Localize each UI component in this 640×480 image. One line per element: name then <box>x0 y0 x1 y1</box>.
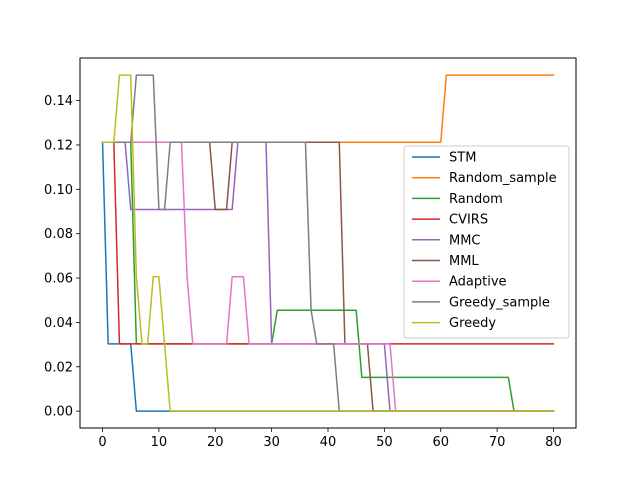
x-tick-label: 10 <box>151 435 168 450</box>
x-tick-label: 20 <box>207 435 224 450</box>
legend-label: Greedy <box>449 316 496 331</box>
y-tick-label: 0.00 <box>44 405 73 420</box>
legend-label: Greedy_sample <box>449 295 550 310</box>
y-tick-label: 0.04 <box>44 316 73 331</box>
legend: STM Random_sample Random CVIRS MMC MML Adaptiv… <box>403 145 570 339</box>
series-line-random <box>101 141 555 412</box>
x-tick-label: 40 <box>320 435 337 450</box>
y-tick-label: 0.02 <box>44 360 73 375</box>
x-tick-label: 0 <box>98 435 106 450</box>
x-tick-label: 60 <box>432 435 449 450</box>
y-axis: 0.00 0.02 0.04 0.06 0.08 0.10 0.12 0.14 <box>44 94 80 420</box>
series-layer <box>101 74 555 412</box>
legend-label: Random <box>449 192 503 207</box>
legend-label: CVIRS <box>449 213 488 228</box>
y-tick-label: 0.06 <box>44 272 73 287</box>
series-line-adaptive <box>101 141 555 412</box>
x-tick-label: 30 <box>263 435 280 450</box>
x-axis: 0 10 20 30 40 50 60 70 80 <box>98 428 562 450</box>
y-tick-label: 0.08 <box>44 227 73 242</box>
y-tick-label: 0.14 <box>44 94 73 109</box>
series-line-greedy <box>101 74 555 412</box>
x-tick-label: 70 <box>489 435 506 450</box>
legend-box <box>403 145 570 339</box>
legend-label: MML <box>449 254 479 269</box>
x-tick-label: 80 <box>545 435 562 450</box>
x-tick-label: 50 <box>376 435 393 450</box>
series-line-greedy-sample <box>101 74 555 412</box>
legend-label: STM <box>449 151 476 166</box>
y-tick-label: 0.10 <box>44 183 73 198</box>
y-tick-label: 0.12 <box>44 138 73 153</box>
legend-label: Random_sample <box>449 171 557 186</box>
legend-label: Adaptive <box>449 275 507 290</box>
legend-label: MMC <box>449 233 481 248</box>
